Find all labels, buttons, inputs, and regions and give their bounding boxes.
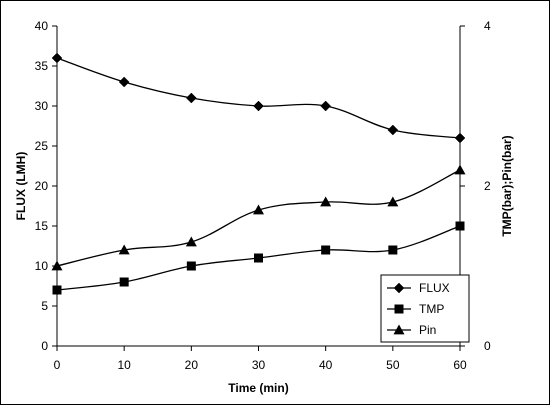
- legend-label: TMP: [419, 302, 444, 316]
- data-point-pin: [253, 204, 264, 215]
- y-tick-label: 5: [41, 299, 48, 313]
- data-point-tmp: [52, 285, 62, 295]
- data-point-pin: [454, 164, 466, 175]
- legend-marker-flux: [393, 282, 405, 294]
- data-point-tmp: [388, 245, 398, 255]
- x-tick-label: 40: [319, 358, 333, 372]
- legend-item-flux: FLUX: [387, 281, 450, 295]
- legend-marker-tmp: [394, 304, 404, 314]
- data-point-flux: [320, 100, 332, 112]
- data-point-tmp: [321, 245, 331, 255]
- series-pin: [51, 164, 466, 271]
- x-tick-label: 20: [185, 358, 199, 372]
- data-point-tmp: [119, 277, 129, 287]
- series-layer: [51, 52, 466, 295]
- legend-label: FLUX: [419, 281, 450, 295]
- y-tick-label: 30: [35, 99, 49, 113]
- legend-layer: FLUX TMP Pin: [380, 274, 470, 343]
- y-tick-label: 25: [35, 139, 49, 153]
- data-point-tmp: [455, 221, 465, 231]
- y2-axis-title: TMP(bar);Pin(bar): [500, 135, 514, 236]
- x-tick-label: 10: [117, 358, 131, 372]
- data-point-flux: [51, 52, 63, 64]
- data-point-flux: [454, 132, 466, 144]
- legend-item-tmp: TMP: [387, 302, 444, 316]
- data-point-pin: [320, 196, 332, 207]
- data-point-tmp: [186, 261, 196, 271]
- x-tick-label: 50: [386, 358, 400, 372]
- y-tick-label: 20: [35, 179, 49, 193]
- y2-tick-label: 2: [484, 179, 491, 193]
- y-tick-label: 0: [41, 339, 48, 353]
- data-point-flux: [185, 92, 197, 104]
- x-tick-label: 30: [252, 358, 266, 372]
- y2-tick-label: 4: [484, 19, 491, 33]
- data-point-flux: [253, 100, 264, 112]
- data-point-pin: [185, 236, 197, 247]
- x-tick-label: 0: [54, 358, 61, 372]
- y2-tick-label: 0: [484, 339, 491, 353]
- y-tick-label: 40: [35, 19, 49, 33]
- y-tick-label: 15: [35, 219, 49, 233]
- y-axis-title: FLUX (LMH): [14, 152, 28, 221]
- data-point-flux: [387, 124, 399, 136]
- legend-marker-pin: [393, 324, 405, 335]
- data-point-pin: [387, 196, 399, 207]
- x-tick-label: 60: [453, 358, 467, 372]
- series-tmp: [52, 221, 465, 295]
- data-point-flux: [118, 76, 130, 88]
- data-point-pin: [51, 260, 63, 271]
- data-point-tmp: [254, 253, 263, 263]
- y-tick-label: 35: [35, 59, 49, 73]
- y-tick-label: 10: [35, 259, 49, 273]
- data-point-pin: [118, 244, 130, 255]
- legend-label: Pin: [419, 323, 436, 337]
- legend-item-pin: Pin: [387, 323, 436, 337]
- series-flux: [51, 52, 466, 144]
- x-axis-title: Time (min): [228, 381, 288, 395]
